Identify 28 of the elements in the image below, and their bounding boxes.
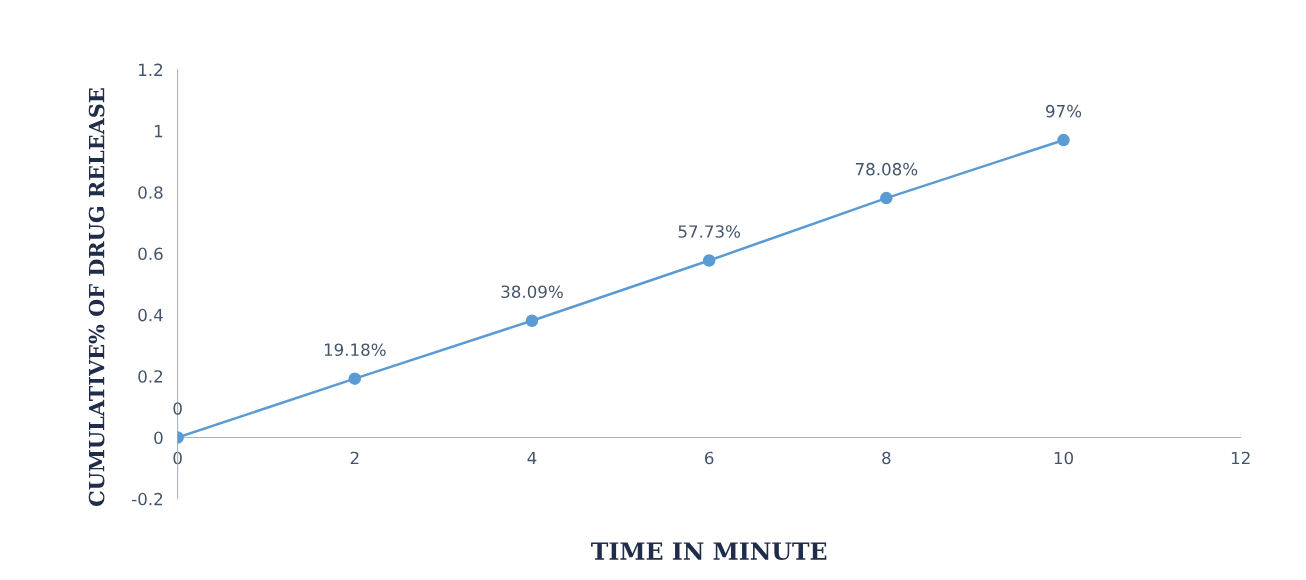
y-tick-label: 0.4 xyxy=(138,308,163,322)
x-tick-label: 0 xyxy=(173,451,182,465)
x-tick-label: 2 xyxy=(350,451,359,465)
y-axis-title: CUMULATIVE% OF DRUG RELEASE xyxy=(88,88,105,506)
x-tick-label: 10 xyxy=(1054,451,1074,465)
point xyxy=(1057,133,1070,147)
y-tick-label: 0.2 xyxy=(138,370,163,383)
data-label: 0 xyxy=(173,402,182,415)
point xyxy=(880,191,893,205)
y-tick-label: 0.8 xyxy=(138,186,163,199)
y-tick-label: 1.2 xyxy=(139,63,163,76)
y-tick-label: 0.6 xyxy=(138,247,163,261)
x-tick-label: 6 xyxy=(705,451,714,465)
data-label: 19.18% xyxy=(324,343,386,357)
point xyxy=(348,372,362,385)
point xyxy=(702,254,716,267)
data-label: 78.08% xyxy=(855,162,918,176)
y-tick-label: 0 xyxy=(154,431,163,445)
x-tick-label: 8 xyxy=(882,451,891,465)
x-tick-label: 12 xyxy=(1231,451,1250,465)
data-label: 57.73% xyxy=(678,225,741,238)
data-label: 38.09% xyxy=(501,285,563,299)
x-tick-label: 4 xyxy=(527,451,537,465)
data-label: 97% xyxy=(1046,104,1082,118)
x-axis-title: TIME IN MINUTE xyxy=(591,542,827,560)
y-tick-label: 1 xyxy=(154,125,163,138)
point xyxy=(525,314,539,327)
y-tick-label: -0.2 xyxy=(132,492,163,506)
